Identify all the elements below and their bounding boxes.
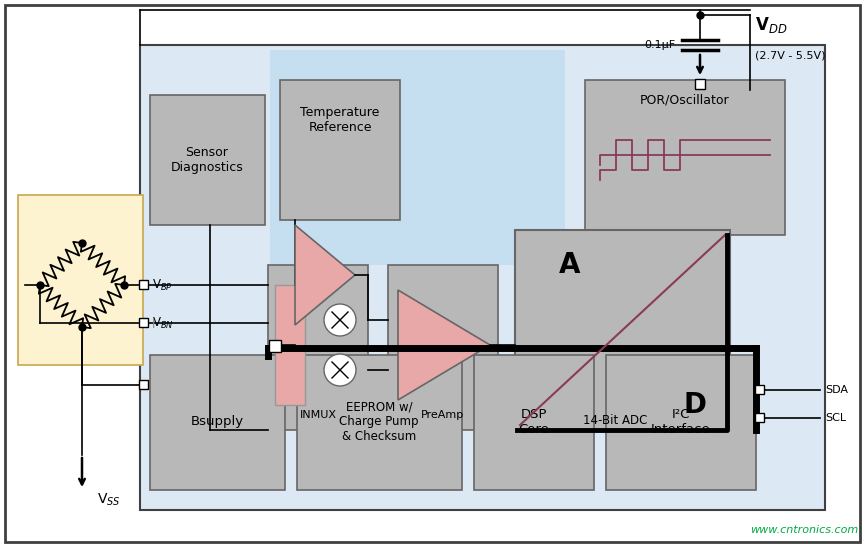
Text: V$_{DD}$: V$_{DD}$ (755, 15, 787, 35)
Bar (280, 80, 400, 220)
Text: DSP
Core: DSP Core (518, 408, 549, 436)
Text: Temperature
Reference: Temperature Reference (300, 106, 380, 134)
Text: V$_{BP}$: V$_{BP}$ (152, 277, 173, 293)
Text: SCL: SCL (825, 413, 846, 423)
Polygon shape (398, 290, 490, 400)
Text: www.cntronics.com: www.cntronics.com (750, 525, 858, 535)
Bar (150, 95, 265, 225)
Bar (755, 413, 764, 422)
Bar (275, 285, 305, 405)
Text: PreAmp: PreAmp (421, 410, 465, 420)
Text: 14-Bit ADC: 14-Bit ADC (583, 414, 647, 427)
Bar (139, 380, 148, 389)
Text: I: I (152, 318, 156, 331)
Bar (139, 318, 148, 327)
Bar (695, 79, 705, 89)
Circle shape (324, 304, 356, 336)
Circle shape (324, 354, 356, 386)
Text: V$_{BN}$: V$_{BN}$ (152, 316, 174, 330)
Bar (755, 385, 764, 394)
Polygon shape (295, 225, 355, 325)
Text: Bsupply: Bsupply (190, 416, 244, 428)
Text: INMUX: INMUX (299, 410, 336, 420)
Bar (474, 355, 594, 490)
Text: SDA: SDA (825, 385, 848, 395)
Text: I²C
Interface: I²C Interface (651, 408, 711, 436)
Bar (269, 340, 281, 352)
Bar (297, 355, 462, 490)
Text: V$_{SS}$: V$_{SS}$ (97, 492, 121, 508)
Bar (585, 80, 785, 235)
Bar (270, 50, 565, 265)
Bar (268, 265, 368, 430)
Text: D: D (683, 391, 707, 419)
Text: (2.7V - 5.5V): (2.7V - 5.5V) (755, 50, 825, 60)
Bar (606, 355, 756, 490)
Text: A: A (560, 251, 580, 279)
Text: EEPROM w/
Charge Pump
& Checksum: EEPROM w/ Charge Pump & Checksum (339, 400, 419, 444)
Text: 0.1µF: 0.1µF (644, 40, 675, 50)
Text: POR/Oscillator: POR/Oscillator (640, 94, 730, 107)
Bar (150, 355, 285, 490)
Bar (139, 280, 148, 289)
Bar (388, 265, 498, 430)
Bar (515, 230, 730, 430)
Bar (18, 195, 143, 365)
Bar (140, 45, 825, 510)
Text: Sensor
Diagnostics: Sensor Diagnostics (170, 146, 243, 174)
